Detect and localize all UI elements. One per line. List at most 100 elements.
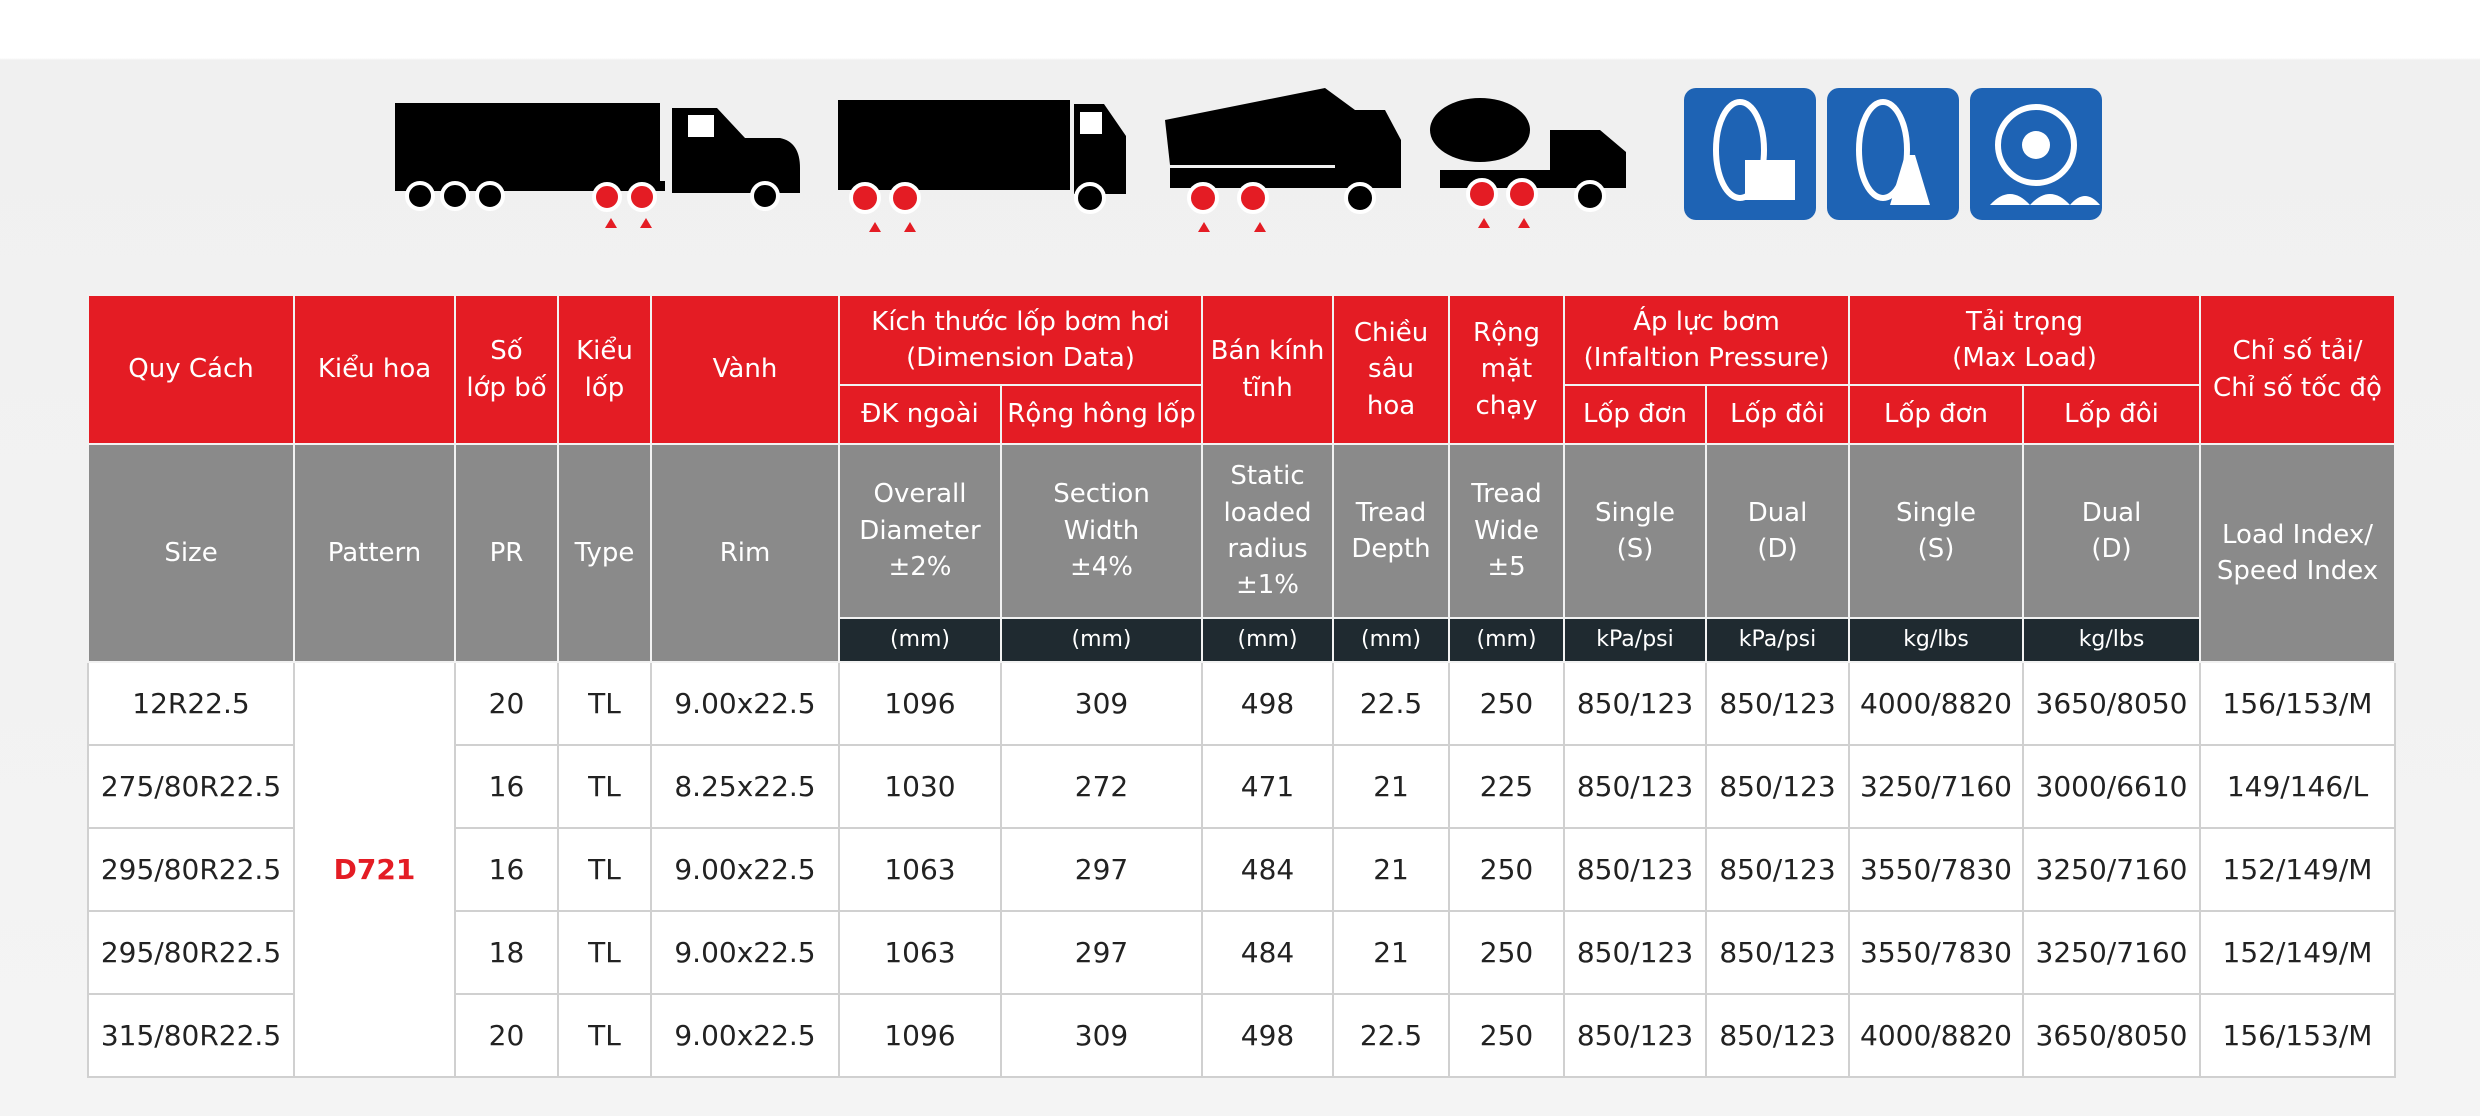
subheader-cell: ĐK ngoài [838,384,1002,445]
unit-cell: (mm) [1448,617,1566,663]
data-cell: 9.00x22.5 [650,827,840,912]
data-cell: 3550/7830 [1848,827,2025,912]
mixer-truck-icon [1430,98,1626,228]
data-cell: 1096 [838,993,1002,1078]
header-cell: Kiểu hoa [293,294,456,445]
data-cell: 3000/6610 [2022,744,2202,829]
data-cell: 850/123 [1563,993,1708,1078]
subheader-cell: Rộng hông lốp [999,384,1204,445]
english-header-cell: Overall Diameter ±2% [838,443,1002,619]
table-row: 315/80R22.5 20 TL 9.00x22.5 1096 309 498 22.5 25… [87,993,2397,1078]
data-cell: 297 [999,827,1204,912]
english-header-cell: Tread Wide ±5 [1448,443,1566,619]
data-cell: 3250/7160 [1848,744,2025,829]
subheader-cell: Lốp đơn [1848,384,2025,445]
english-header-cell: Dual (D) [1705,443,1851,619]
data-cell: 850/123 [1705,744,1851,829]
data-cell: 4000/8820 [1848,661,2025,746]
header-cell: Bán kính tĩnh [1201,294,1335,445]
data-cell: TL [557,661,652,746]
data-cell: 16 [454,744,559,829]
data-cell: 250 [1448,910,1566,995]
english-header-cell: PR [454,443,559,663]
data-cell: 152/149/M [2199,910,2397,995]
data-cell: 22.5 [1332,993,1451,1078]
data-cell: 250 [1448,661,1566,746]
data-cell: 295/80R22.5 [87,910,295,995]
data-cell: 309 [999,993,1204,1078]
dump-truck-icon [1165,88,1401,232]
table-row: 12R22.5 D721 20 TL 9.00x22.5 1096 309 498 22.5 25… [87,661,2397,1078]
data-cell: 1063 [838,827,1002,912]
data-cell: 3550/7830 [1848,910,2025,995]
data-cell: 275/80R22.5 [87,744,295,829]
unit-cell: (mm) [1332,617,1451,663]
data-cell: 22.5 [1332,661,1451,746]
english-header-cell: Tread Depth [1332,443,1451,619]
data-cell: TL [557,993,652,1078]
header-cell: Vành [650,294,840,445]
data-cell: 297 [999,910,1204,995]
data-cell: 156/153/M [2199,661,2397,746]
table-row: Quy Cách Kiểu hoa Số lớp bố Kiểu lốp Vành Kíc… [87,294,2397,445]
header-cell: Tải trọng (Max Load) [1848,294,2202,386]
unit-cell: kPa/psi [1705,617,1851,663]
english-header-cell: Single (S) [1563,443,1708,619]
data-cell: 1096 [838,661,1002,746]
unit-cell: (mm) [838,617,1002,663]
table-row: 275/80R22.5 16 TL 8.25x22.5 1030 272 471 21 225 8… [87,744,2397,829]
vehicle-icons [395,88,2102,232]
subheader-cell: Lốp đôi [1705,384,1851,445]
english-header-cell: Pattern [293,443,456,663]
data-cell: 21 [1332,827,1451,912]
subheader-cell: Lốp đơn [1563,384,1708,445]
data-cell: 850/123 [1705,661,1851,746]
header-cell: Rộng mặt chạy [1448,294,1566,445]
data-cell: 850/123 [1563,910,1708,995]
subheader-cell: Lốp đôi [2022,384,2202,445]
header-cell: Quy Cách [87,294,295,445]
data-cell: 498 [1201,661,1335,746]
header-cell: Kiểu lốp [557,294,652,445]
english-header-cell: Dual (D) [2022,443,2202,619]
data-cell: 21 [1332,744,1451,829]
table-row: Size Pattern PR Type Rim Overall Diameter ±2%… [87,443,2397,663]
data-cell: 3250/7160 [2022,910,2202,995]
data-cell: 9.00x22.5 [650,661,840,746]
pattern-cell: D721 [293,661,456,1078]
data-cell: 850/123 [1563,827,1708,912]
data-cell: TL [557,827,652,912]
data-cell: 295/80R22.5 [87,827,295,912]
data-cell: 152/149/M [2199,827,2397,912]
header-cell: Số lớp bố [454,294,559,445]
unit-cell: kPa/psi [1563,617,1708,663]
data-cell: 315/80R22.5 [87,993,295,1078]
english-header-cell: Single (S) [1848,443,2025,619]
data-cell: 1030 [838,744,1002,829]
data-cell: 484 [1201,910,1335,995]
data-cell: 850/123 [1563,744,1708,829]
data-cell: 498 [1201,993,1335,1078]
table-row: ĐK ngoài Rộng hông lốp Lốp đơn Lốp đôi Lốp đ… [88,384,2395,445]
road-icons [1684,88,2102,220]
data-cell: 484 [1201,827,1335,912]
data-cell: 850/123 [1705,993,1851,1078]
data-cell: 850/123 [1563,661,1708,746]
data-cell: TL [557,744,652,829]
box-truck-icon [838,100,1126,232]
table-row: 295/80R22.5 16 TL 9.00x22.5 1063 297 484 21 250 8… [87,827,2397,912]
data-cell: 20 [454,993,559,1078]
data-cell: 1063 [838,910,1002,995]
data-cell: 20 [454,661,559,746]
data-cell: 149/146/L [2199,744,2397,829]
english-header-cell: Load Index/ Speed Index [2199,443,2397,663]
data-cell: 225 [1448,744,1566,829]
header-cell: Kích thước lốp bơm hơi (Dimension Data) [837,294,1204,386]
data-cell: 16 [454,827,559,912]
table-row: (mm) (mm) (mm) (mm) (mm) kPa/psi kPa/psi kg/lbs… [88,617,2395,663]
unit-cell: kg/lbs [1848,617,2025,663]
header-cell: Chiều sâu hoa [1332,294,1451,445]
data-cell: 9.00x22.5 [650,993,840,1078]
